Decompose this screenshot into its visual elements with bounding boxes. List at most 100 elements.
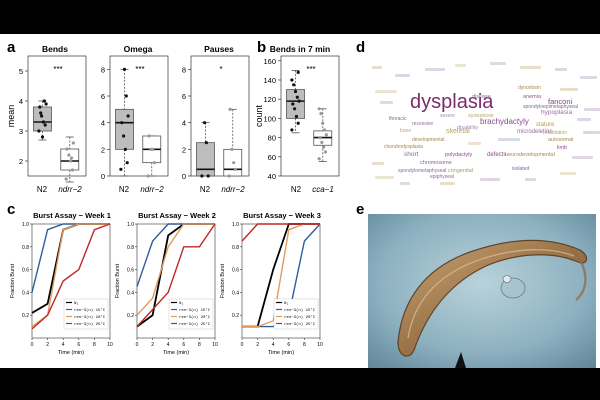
data-point xyxy=(146,174,150,178)
x-tick-label: 0 xyxy=(241,342,244,348)
y-tick-label: 0.4 xyxy=(22,290,29,296)
filler-word-mark xyxy=(525,178,536,181)
panel-label-e: e xyxy=(356,201,364,218)
data-point xyxy=(149,147,153,151)
data-point xyxy=(124,94,128,98)
word-microdeletion: microdeletion xyxy=(517,129,553,135)
word-bone: bone xyxy=(400,128,411,134)
word-spondylometaphyseal: spondylometaphyseal xyxy=(398,168,446,174)
y-tick-label: 2 xyxy=(19,157,23,166)
legend-box xyxy=(273,298,319,330)
data-point xyxy=(293,89,298,94)
y-tick-label: 4 xyxy=(182,119,186,128)
x-tick-label: 6 xyxy=(287,342,290,348)
plot-frame-pauses xyxy=(190,55,250,177)
burst-ylabel: Fraction Burst xyxy=(220,263,226,298)
y-tick-label: 60 xyxy=(268,153,276,162)
data-point xyxy=(69,159,73,163)
word-disability: disability xyxy=(457,125,478,131)
y-tick-label: 40 xyxy=(268,172,276,181)
y-tick-label: 6 xyxy=(182,92,186,101)
burst-xlabel: Time (min) xyxy=(58,350,84,356)
legend-label: N₂ xyxy=(179,302,184,306)
y-tick-label: 0 xyxy=(182,172,186,181)
x-tick-label: 2 xyxy=(46,342,49,348)
egg-cluster xyxy=(500,277,526,299)
data-point xyxy=(322,145,326,149)
data-point xyxy=(230,147,234,151)
filler-word-mark xyxy=(395,74,410,77)
box-plot-pauses: Pauses 0 2 4 6 8 * N2 ndrr−2 xyxy=(182,44,250,194)
y-tick-label: 0.6 xyxy=(127,268,134,274)
data-point xyxy=(296,70,300,74)
word-hypoplasia: hypoplasia xyxy=(541,109,572,116)
word-severe: severe xyxy=(440,113,455,119)
plot-title-pauses: Pauses xyxy=(204,44,234,54)
data-point xyxy=(318,136,322,140)
filler-word-mark xyxy=(372,162,384,165)
filler-word-mark xyxy=(584,108,600,111)
data-point xyxy=(43,123,47,127)
x-tick-label: 8 xyxy=(303,342,306,348)
plot-title-omega: Omega xyxy=(124,44,153,54)
word-chondrodysplasia: chondrodysplasia xyxy=(384,144,423,150)
axis-a0: 2 3 4 5 xyxy=(19,67,28,166)
panel-b: Bends in 7 min count 406080100120140160 … xyxy=(254,44,340,194)
y-tick-label: 1.0 xyxy=(232,222,239,228)
xcat-ndrr2-pauses: ndrr−2 xyxy=(221,185,245,194)
word-anemia: anemia xyxy=(523,94,542,100)
x-tick-label: 4 xyxy=(62,342,65,348)
y-tick-label: 140 xyxy=(263,76,276,85)
data-point xyxy=(291,102,295,106)
data-point xyxy=(119,167,123,171)
series-line-3 xyxy=(136,223,216,328)
filler-word-mark xyxy=(520,66,541,69)
y-tick-label: 0.6 xyxy=(232,268,239,274)
word-dysplasia: dysplasia xyxy=(410,91,494,113)
xcat-n2-omega: N2 xyxy=(119,185,130,194)
burst-title-week-1: Burst Assay − Week 1 xyxy=(33,211,111,220)
boxes-a2 xyxy=(196,107,243,178)
filler-word-mark xyxy=(480,178,500,181)
data-point xyxy=(294,114,298,119)
data-point xyxy=(204,141,208,145)
data-point xyxy=(147,134,151,138)
data-point xyxy=(39,111,43,115)
legend-label: ren−3(n) 15°C xyxy=(284,308,316,313)
data-point xyxy=(42,99,46,103)
xcat-n2-b: N2 xyxy=(291,185,302,194)
data-point xyxy=(228,107,232,111)
panel-label-c: c xyxy=(7,201,15,218)
word-brachydactyly: brachydactyly xyxy=(480,117,529,126)
data-point xyxy=(64,177,68,181)
data-point xyxy=(71,141,75,145)
plot-frame-bends xyxy=(27,55,87,177)
data-point xyxy=(203,121,207,125)
data-point xyxy=(40,135,45,139)
legend-label: ren−3(n) 15°C xyxy=(74,308,106,313)
axis-a1: 0 2 4 6 8 xyxy=(101,65,110,181)
data-point xyxy=(200,174,204,178)
data-point xyxy=(322,128,327,132)
axis-b: 40 60 80 100 120 140 160 xyxy=(263,57,281,181)
filler-word-mark xyxy=(583,131,600,134)
word-developmental: developmental xyxy=(412,137,445,143)
data-point xyxy=(292,83,296,87)
y-tick-label: 0.8 xyxy=(22,245,29,251)
data-point xyxy=(122,134,126,138)
word-disease: disease xyxy=(472,94,491,100)
filler-word-mark xyxy=(375,90,397,93)
box xyxy=(33,106,52,132)
x-tick-label: 4 xyxy=(272,342,275,348)
y-tick-label: 0.8 xyxy=(232,245,239,251)
sig-bends-7min: *** xyxy=(306,65,315,74)
x-tick-label: 0 xyxy=(136,342,139,348)
y-tick-label: 120 xyxy=(263,95,276,104)
data-point xyxy=(38,105,42,109)
filler-word-mark xyxy=(577,118,591,121)
series-line-2 xyxy=(136,223,215,316)
y-tick-label: 4 xyxy=(19,97,23,106)
filler-word-mark xyxy=(580,76,597,79)
plot-title-bends: Bends xyxy=(42,44,68,54)
filler-word-mark xyxy=(372,66,382,69)
